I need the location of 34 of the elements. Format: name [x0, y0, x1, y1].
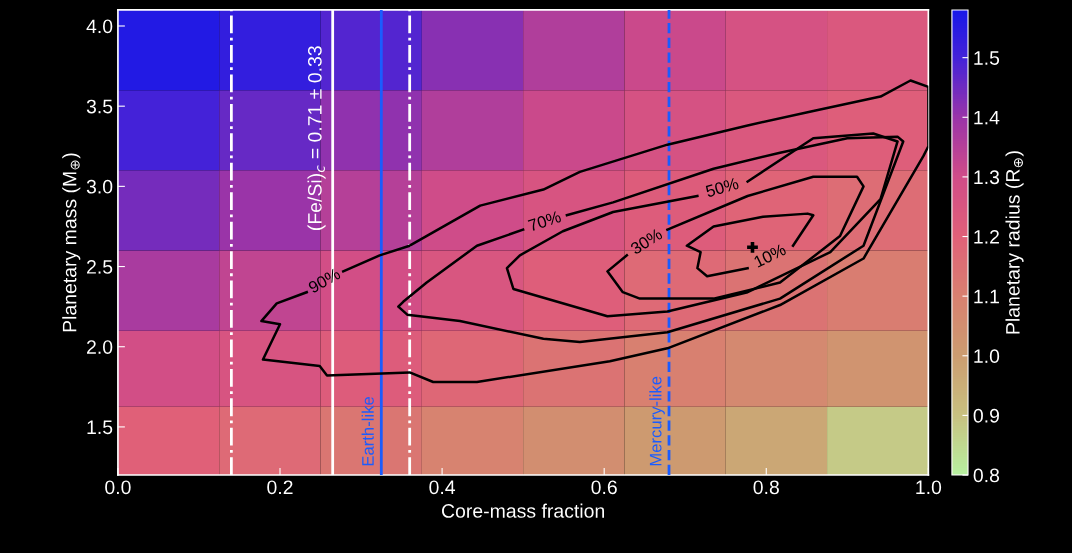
- x-tick-label: 1.0: [916, 480, 942, 495]
- color-bar-label: 1.4: [974, 110, 1000, 125]
- color-bar-label: 1.5: [974, 51, 1000, 65]
- x-tick-label: 0.6: [591, 480, 617, 495]
- color-bar-label: 0.8: [973, 468, 1000, 483]
- color-bar-label: 0.9: [973, 408, 999, 423]
- y-tick-label: 3.5: [86, 99, 113, 114]
- line-series: [397, 135, 905, 344]
- text: 10%: [753, 243, 787, 268]
- color-bar-label: 1.0: [974, 349, 1000, 364]
- y-tick-label: 4.0: [86, 19, 113, 34]
- ref-line-label: Mercury-like: [649, 376, 665, 466]
- x-tick-label: 0.0: [105, 480, 131, 495]
- x-axis-title: Core-mass fraction: [442, 503, 604, 518]
- y-tick-label: 2.0: [87, 340, 113, 354]
- text: 90%: [307, 267, 342, 294]
- x-tick-label: 0.8: [753, 480, 779, 495]
- annotation: (Fe/Si)$_{c}$ = 0.71 ± 0.33: [307, 46, 326, 230]
- line-series: [685, 212, 815, 278]
- color-bar-label: 1.3: [974, 170, 1000, 185]
- x-tick-label: 0.2: [267, 480, 293, 495]
- text: 30%: [629, 227, 664, 255]
- color-bar-label: 1.2: [974, 230, 999, 244]
- y-tick-label: 1.5: [87, 420, 113, 435]
- ref-line-label: Earth-like: [361, 397, 374, 466]
- y-tick-label: 2.5: [87, 260, 113, 274]
- text: 70%: [527, 210, 562, 232]
- color-bar-label: 1.1: [974, 289, 999, 304]
- line-series: [606, 175, 865, 300]
- color-bar-title: Planetary radius (R$_{⊕}$): [1005, 151, 1024, 334]
- x-tick-label: 0.4: [429, 480, 456, 495]
- y-tick-label: 3.0: [86, 179, 113, 194]
- y-axis-title: Planetary mass (M$_{⊕}$): [62, 153, 81, 332]
- text: 50%: [705, 177, 740, 198]
